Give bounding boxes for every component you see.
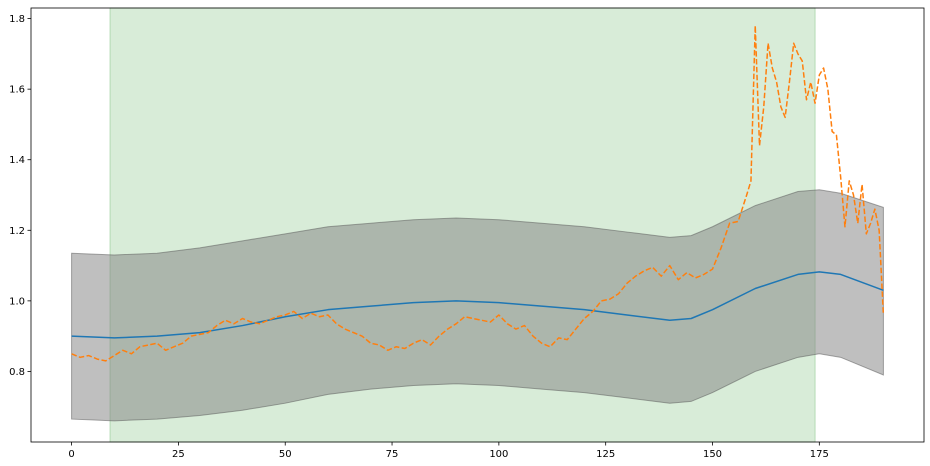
x-tick-label: 125 — [596, 449, 615, 460]
x-tick-label: 175 — [810, 449, 829, 460]
plot-area — [71, 7, 885, 443]
y-tick-label: 1.4 — [9, 155, 25, 166]
y-tick-label: 0.8 — [9, 367, 25, 378]
x-tick-label: 100 — [489, 449, 508, 460]
y-tick-label: 1.8 — [9, 14, 25, 25]
x-tick-label: 50 — [279, 449, 292, 460]
y-tick-label: 1.0 — [9, 296, 25, 307]
confidence-band — [71, 189, 884, 422]
y-axis: 0.8 1.0 1.2 1.4 1.6 1.8 — [9, 14, 31, 378]
x-tick-label: 150 — [703, 449, 722, 460]
y-tick-label: 1.6 — [9, 85, 25, 96]
plot-frame — [30, 7, 925, 443]
series-line-1 — [71, 271, 884, 339]
x-tick-label: 75 — [386, 449, 399, 460]
x-axis: 0 25 50 75 100 125 150 175 — [68, 442, 829, 460]
series-line-2 — [71, 24, 885, 362]
x-tick-label: 0 — [68, 449, 74, 460]
y-tick-label: 1.2 — [9, 226, 25, 237]
x-tick-label: 25 — [172, 449, 185, 460]
